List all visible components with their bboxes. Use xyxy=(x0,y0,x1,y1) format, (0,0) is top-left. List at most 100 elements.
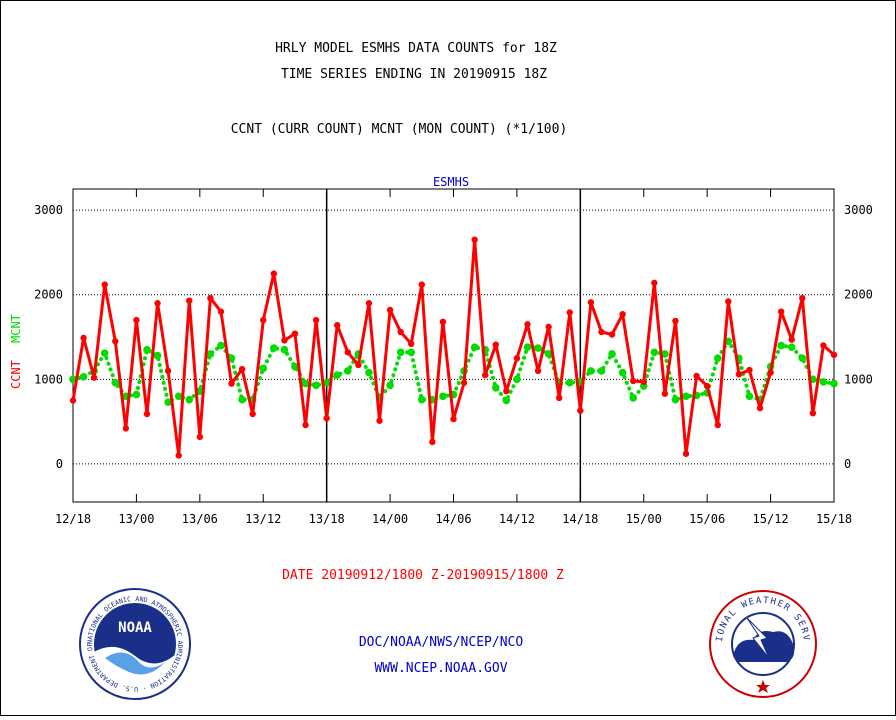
mcnt-point-67 xyxy=(777,341,785,350)
xtick-label-7: 14/12 xyxy=(499,512,535,526)
footer-date-range: DATE 20190912/1800 Z-20190915/1800 Z xyxy=(282,568,564,583)
ccnt-point-69 xyxy=(799,294,806,302)
ccnt-point-23 xyxy=(312,316,320,324)
ccnt-point-20 xyxy=(281,337,288,344)
noaa-center-text: NOAA xyxy=(118,620,152,636)
xtick-label-10: 15/06 xyxy=(689,512,725,526)
mcnt-point-11 xyxy=(185,395,194,404)
ccnt-point-16 xyxy=(238,365,246,373)
ccnt-point-42 xyxy=(513,354,521,362)
ccnt-point-29 xyxy=(376,417,383,424)
mcnt-point-22 xyxy=(301,379,310,388)
ccnt-point-63 xyxy=(735,371,743,378)
xtick-label-8: 14/18 xyxy=(562,512,598,526)
ytick-left-1000: 1000 xyxy=(34,372,63,386)
ccnt-point-66 xyxy=(767,369,774,376)
mcnt-point-35 xyxy=(439,392,447,401)
chart-title: ESMHS xyxy=(433,175,469,189)
ccnt-point-53 xyxy=(629,377,637,385)
ccnt-point-65 xyxy=(756,404,764,412)
ccnt-point-27 xyxy=(355,361,362,369)
xtick-label-5: 14/00 xyxy=(372,512,408,526)
ccnt-point-43 xyxy=(524,321,531,328)
mcnt-point-40 xyxy=(491,383,500,392)
ccnt-point-47 xyxy=(566,309,573,316)
header-line-3: CCNT (CURR COUNT) MCNT (MON COUNT) (*1/1… xyxy=(231,122,568,137)
mcnt-point-61 xyxy=(713,354,722,362)
ytick-right-3000: 3000 xyxy=(844,203,873,217)
ccnt-point-61 xyxy=(714,421,721,429)
ccnt-point-39 xyxy=(482,371,489,379)
mcnt-point-3 xyxy=(100,349,109,357)
mcnt-point-19 xyxy=(270,344,278,352)
ccnt-point-57 xyxy=(672,317,679,325)
mcnt-point-24 xyxy=(322,378,331,387)
ytick-right-0: 0 xyxy=(844,457,851,471)
ccnt-point-32 xyxy=(408,340,415,348)
mcnt-point-6 xyxy=(132,390,141,399)
xtick-label-9: 15/00 xyxy=(626,512,662,526)
ccnt-point-3 xyxy=(101,281,108,288)
mcnt-point-57 xyxy=(671,395,680,404)
mcnt-point-32 xyxy=(407,348,416,357)
ccnt-point-60 xyxy=(703,382,711,390)
ccnt-point-25 xyxy=(334,321,341,329)
mcnt-point-53 xyxy=(629,394,637,402)
ccnt-point-46 xyxy=(555,394,563,402)
ccnt-point-9 xyxy=(164,367,172,375)
mcnt-point-55 xyxy=(650,348,659,357)
mcnt-point-44 xyxy=(534,344,542,352)
mcnt-point-21 xyxy=(291,362,299,371)
ccnt-point-21 xyxy=(291,330,299,337)
ccnt-point-56 xyxy=(661,390,669,397)
mcnt-point-56 xyxy=(661,350,669,358)
ccnt-point-1 xyxy=(80,334,87,342)
ccnt-point-17 xyxy=(249,410,256,418)
mcnt-point-20 xyxy=(280,345,289,354)
mcnt-point-16 xyxy=(238,395,246,404)
mcnt-point-18 xyxy=(259,364,268,373)
ylabel-mcnt: MCNT xyxy=(9,314,23,343)
mcnt-point-72 xyxy=(830,379,838,388)
ccnt-point-38 xyxy=(471,236,478,243)
ccnt-point-5 xyxy=(122,425,130,432)
mcnt-point-26 xyxy=(344,367,352,375)
nws-logo: NATIONAL WEATHER SERVICE xyxy=(709,590,817,698)
ccnt-point-26 xyxy=(344,349,352,356)
ccnt-point-0 xyxy=(69,397,77,404)
ccnt-point-54 xyxy=(640,378,647,386)
mcnt-point-50 xyxy=(597,367,606,375)
ccnt-point-71 xyxy=(820,342,827,349)
mcnt-point-41 xyxy=(502,396,511,405)
ccnt-point-10 xyxy=(175,452,182,459)
mcnt-point-9 xyxy=(164,398,172,406)
ccnt-point-49 xyxy=(587,299,595,306)
ccnt-point-64 xyxy=(746,366,753,374)
noaa-logo: NOAA NATIONAL OCEANIC AND ATMOSPHERIC AD… xyxy=(79,588,191,700)
y-axis-right: 0 1000 2000 3000 xyxy=(844,203,873,471)
mcnt-point-31 xyxy=(396,348,405,357)
xtick-label-2: 13/06 xyxy=(182,512,218,526)
ccnt-point-55 xyxy=(651,279,658,287)
ccnt-point-31 xyxy=(397,328,404,336)
ccnt-point-18 xyxy=(260,316,267,324)
ccnt-point-59 xyxy=(693,372,700,380)
ylabel-ccnt: CCNT xyxy=(9,360,23,389)
ccnt-point-45 xyxy=(545,323,552,331)
xtick-label-1: 13/00 xyxy=(118,512,154,526)
xtick-label-3: 13/12 xyxy=(245,512,281,526)
ccnt-point-44 xyxy=(534,367,542,375)
xtick-label-11: 15/12 xyxy=(753,512,789,526)
header-line-1: HRLY MODEL ESMHS DATA COUNTS for 18Z xyxy=(275,41,557,56)
mcnt-point-49 xyxy=(587,367,595,375)
ytick-left-3000: 3000 xyxy=(34,203,63,217)
mcnt-point-4 xyxy=(111,378,120,387)
mcnt-point-7 xyxy=(143,345,151,354)
x-axis: 12/18 13/00 13/06 13/12 13/18 14/00 14/06 14/12… xyxy=(55,189,852,526)
mcnt-point-68 xyxy=(787,343,796,351)
ytick-left-0: 0 xyxy=(56,457,63,471)
series-ccnt xyxy=(69,236,838,459)
ytick-left-2000: 2000 xyxy=(34,288,63,302)
ccnt-point-28 xyxy=(365,300,373,307)
